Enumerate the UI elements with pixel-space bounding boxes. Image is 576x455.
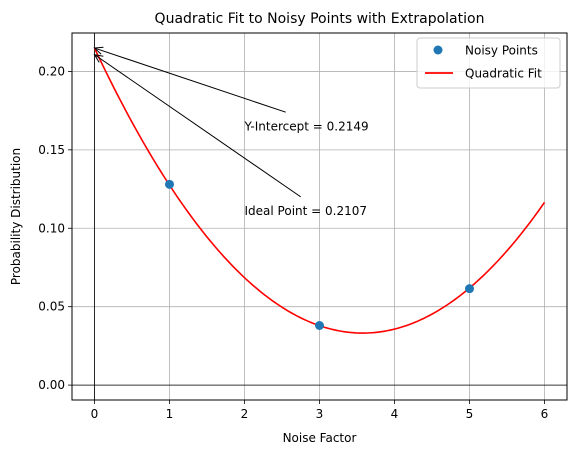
annotation-arrow [94, 47, 286, 113]
x-tick-label: 3 [316, 407, 324, 421]
y-tick-label: 0.00 [38, 378, 65, 392]
x-axis-label: Noise Factor [283, 431, 357, 445]
data-point [315, 321, 324, 331]
annotation-label: Ideal Point = 0.2107 [245, 204, 368, 218]
legend-box [416, 37, 561, 89]
points-layer [165, 179, 474, 331]
x-tick-label: 2 [241, 407, 249, 421]
annotation-label: Y-Intercept = 0.2149 [244, 119, 369, 133]
x-tick-label: 6 [541, 407, 549, 421]
reference-lines [72, 33, 567, 400]
y-ticks: 0.00 0.05 0.10 0.15 0.20 [38, 64, 72, 392]
x-tick-label: 5 [466, 407, 474, 421]
annotation-arrow [94, 54, 302, 198]
data-point [465, 284, 474, 294]
y-axis-label: Probability Distribution [9, 148, 23, 285]
x-tick-label: 1 [166, 407, 174, 421]
y-tick-label: 0.15 [38, 143, 65, 157]
legend-points-marker [433, 45, 443, 55]
data-point [165, 179, 174, 189]
y-tick-label: 0.20 [38, 64, 65, 78]
x-tick-label: 4 [391, 407, 399, 421]
legend-points-label: Noisy Points [465, 44, 538, 58]
legend-fit-label: Quadratic Fit [465, 67, 542, 81]
annotations: Y-Intercept = 0.2149 Ideal Point = 0.2107 [93, 46, 369, 218]
x-tick-label: 0 [91, 407, 99, 421]
legend: Noisy Points Quadratic Fit [416, 37, 561, 89]
chart-title: Quadratic Fit to Noisy Points with Extra… [155, 11, 485, 27]
y-tick-label: 0.05 [38, 300, 65, 314]
annotation-arrowhead [93, 53, 104, 63]
x-ticks: 0 1 2 3 4 5 6 [91, 400, 549, 421]
y-tick-label: 0.10 [38, 221, 65, 235]
annotation-arrowhead [93, 46, 104, 55]
